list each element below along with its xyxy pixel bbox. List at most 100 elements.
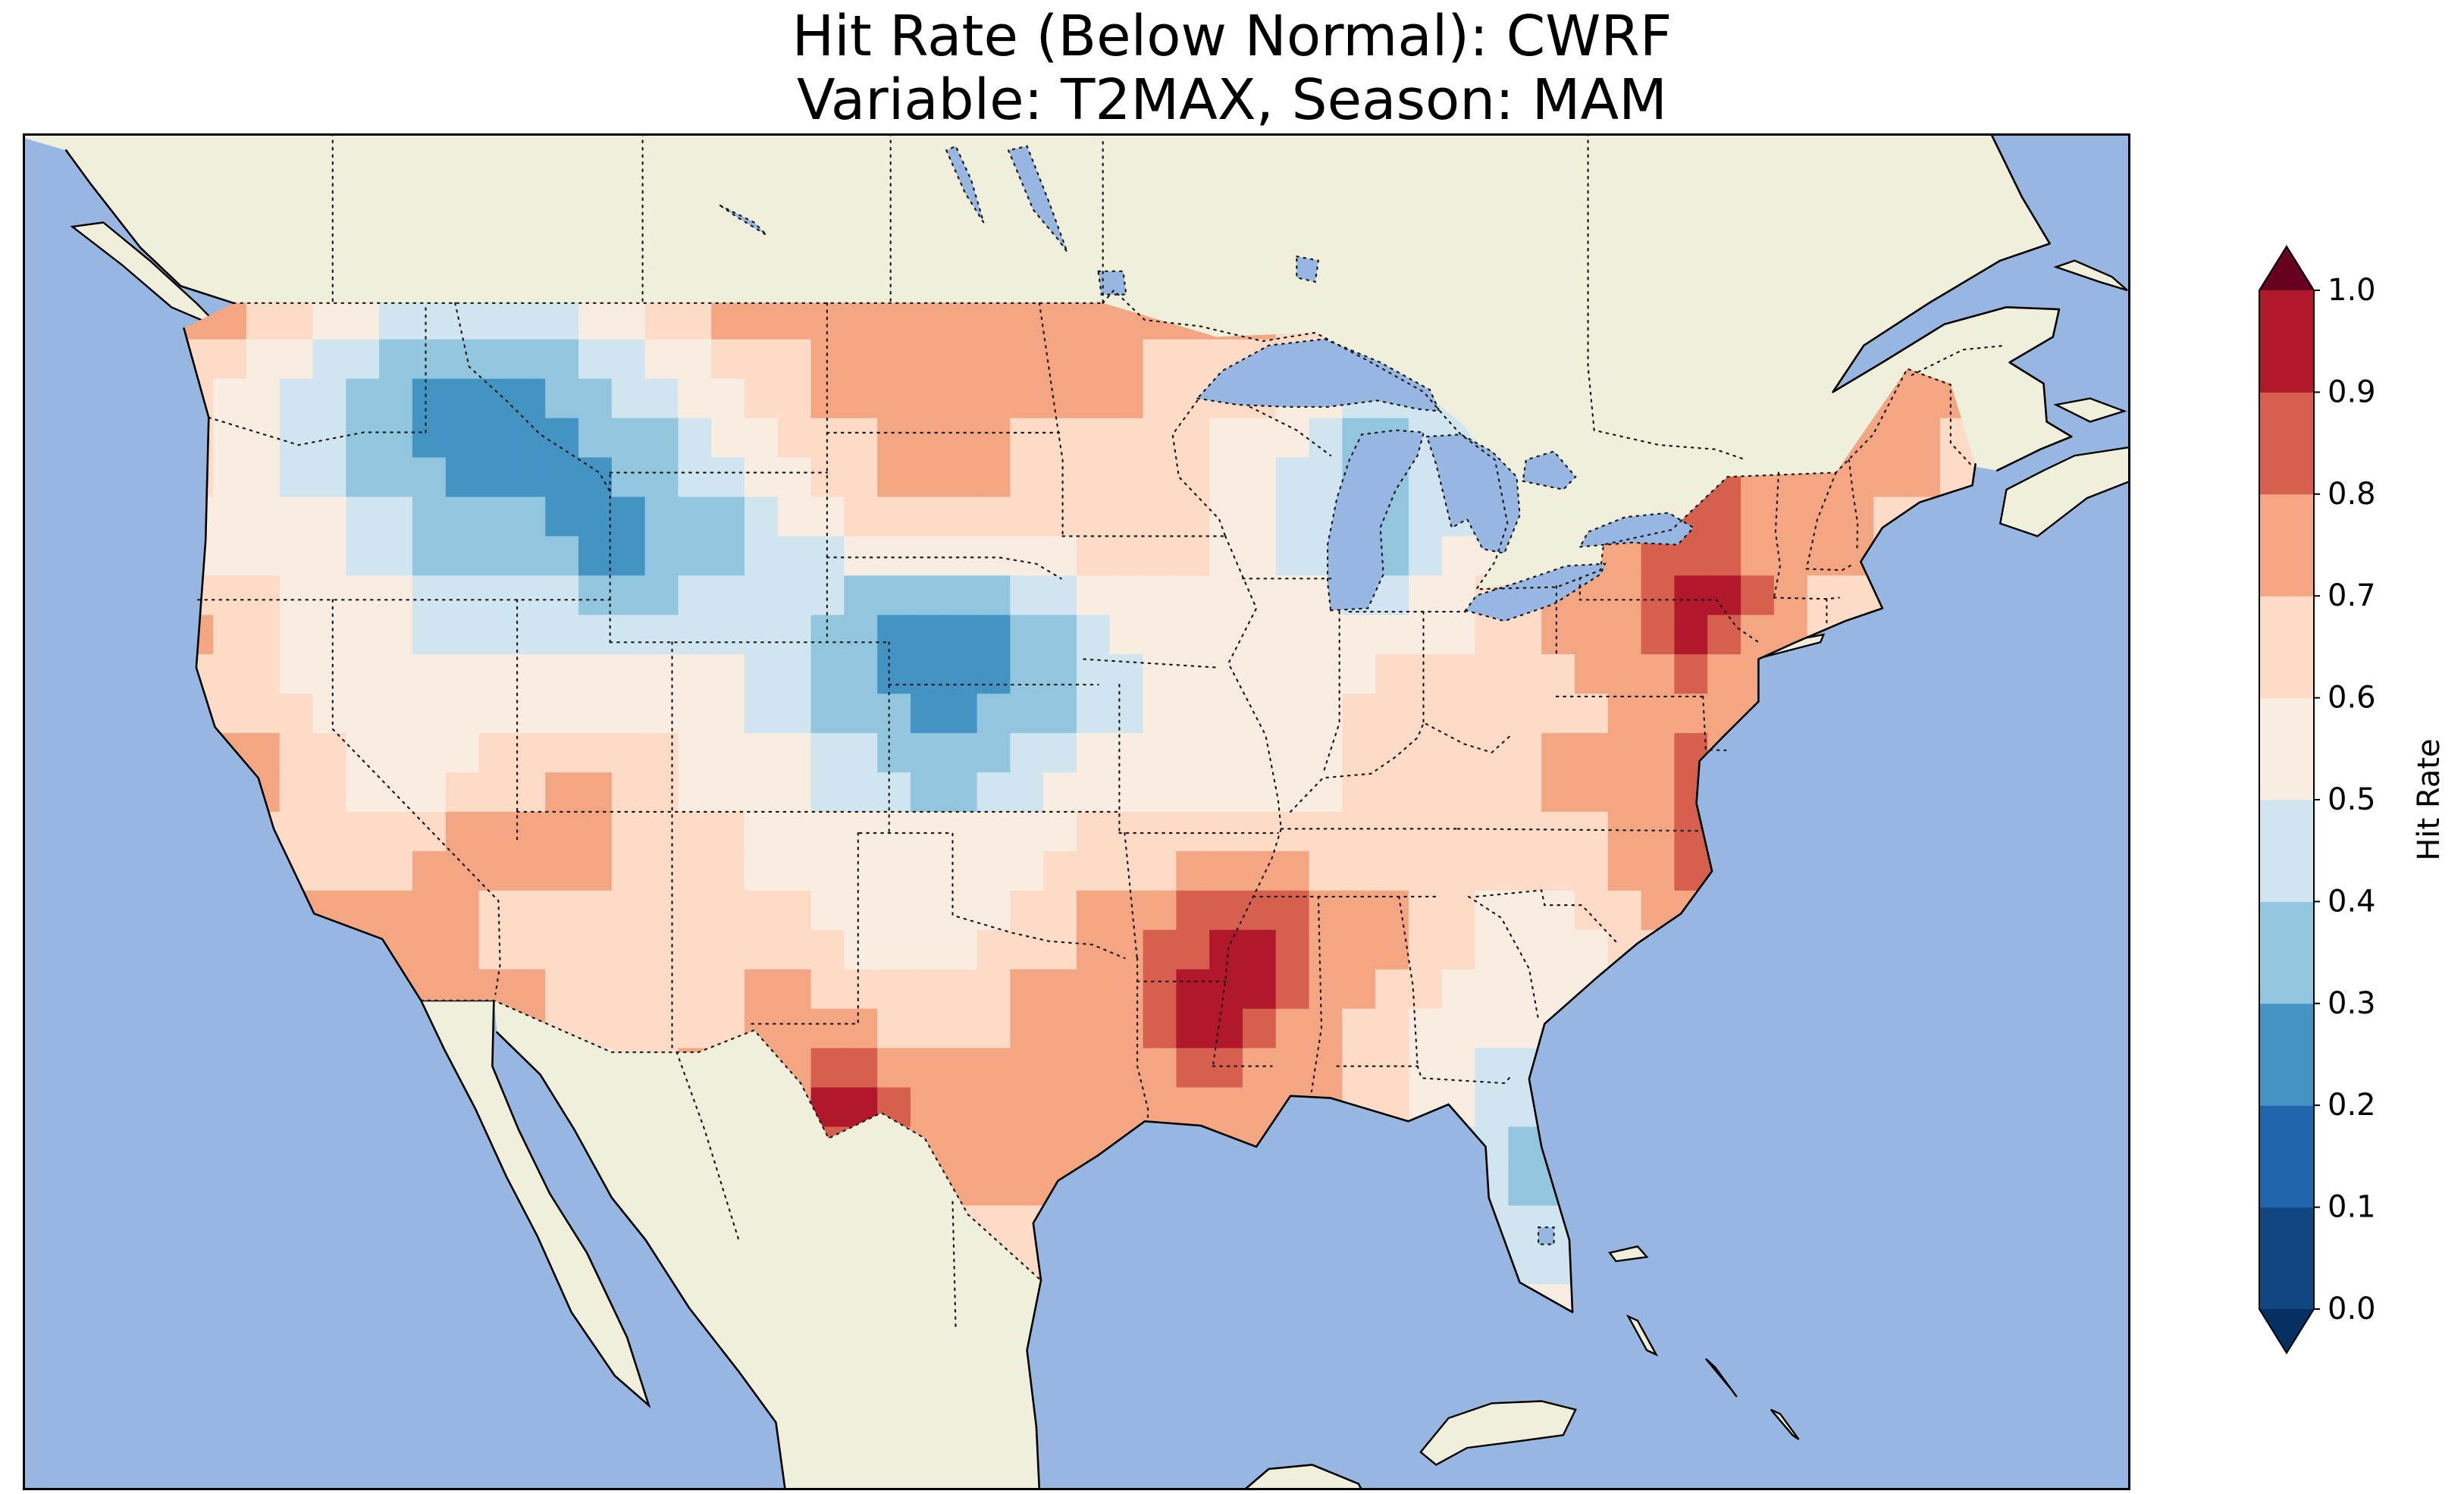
heatmap-cell [977, 850, 1011, 891]
province-border [676, 1051, 740, 1242]
heatmap-cell [977, 378, 1011, 419]
heatmap-cell [1707, 654, 1741, 694]
heatmap-cell [1441, 850, 1476, 891]
heatmap-cell [1109, 733, 1144, 773]
heatmap-cell [1275, 496, 1310, 537]
heatmap-cell [1077, 378, 1111, 419]
heatmap-cell [478, 536, 513, 576]
heatmap-cell [1674, 694, 1708, 734]
heatmap-cell [1342, 733, 1376, 773]
heatmap-cell [1043, 1126, 1077, 1167]
heatmap-cell [1907, 378, 1941, 419]
heatmap-cell [545, 890, 579, 931]
heatmap-cell [1409, 850, 1443, 891]
heatmap-cell [911, 615, 945, 655]
heatmap-cell [911, 575, 945, 615]
heatmap-cell [678, 850, 712, 891]
heatmap-cell [1840, 457, 1874, 498]
state-border [331, 599, 501, 995]
heatmap-cell [512, 457, 546, 498]
heatmap-cell [1508, 1205, 1542, 1245]
heatmap-cell [1409, 812, 1443, 852]
heatmap-cell [412, 457, 447, 498]
heatmap-cell [1475, 812, 1509, 852]
heatmap-cell [745, 969, 779, 1010]
heatmap-cell [943, 575, 978, 615]
heatmap-cell [312, 733, 346, 773]
heatmap-cell [1409, 496, 1443, 537]
heatmap-cell [777, 1008, 812, 1049]
heatmap-cell [1143, 890, 1177, 931]
heatmap-cell [1309, 733, 1343, 773]
heatmap-cell [711, 850, 745, 891]
heatmap-cell [346, 772, 380, 813]
heatmap-cell [1243, 536, 1277, 576]
heatmap-cell [1143, 694, 1177, 734]
heatmap-cell [1010, 850, 1044, 891]
figure-title-line1: Hit Rate (Below Normal): CWRF [792, 4, 1672, 69]
heatmap-cell [1508, 1126, 1542, 1167]
lake [1464, 562, 1607, 622]
heatmap-cell [1077, 1087, 1111, 1128]
heatmap-cell [1641, 812, 1676, 852]
heatmap-cell [777, 654, 812, 694]
heatmap-cell [412, 339, 447, 380]
heatmap-cell [977, 890, 1011, 931]
heatmap-cell [312, 302, 346, 340]
heatmap-cell [1375, 654, 1409, 694]
heatmap-cell [844, 654, 878, 694]
heatmap-cell [1077, 812, 1111, 852]
heatmap-cell [478, 457, 513, 498]
heatmap-cell [445, 929, 480, 970]
heatmap-cell [346, 694, 380, 734]
heatmap-cell [1109, 457, 1144, 498]
heatmap-cell [844, 1048, 878, 1088]
heatmap-cell [412, 890, 447, 931]
heatmap-cell [445, 418, 480, 459]
heatmap-cell [1043, 929, 1077, 970]
heatmap-cell [1275, 457, 1310, 498]
heatmap-cell [1375, 575, 1409, 615]
heatmap-cell [545, 575, 579, 615]
heatmap-cell [1176, 496, 1210, 537]
heatmap-cell [745, 929, 779, 970]
heatmap-cell [1209, 496, 1243, 537]
heatmap-cell [1508, 654, 1542, 694]
heatmap-cell [1441, 969, 1476, 1010]
heatmap-cell [1109, 929, 1144, 970]
heatmap-cell [1243, 812, 1277, 852]
heatmap-cell [1309, 772, 1343, 813]
heatmap-cell [745, 536, 779, 576]
heatmap-cell [1342, 1048, 1376, 1088]
colorbar-tick-label: 0.4 [2328, 884, 2376, 919]
heatmap-cell [810, 969, 845, 1010]
heatmap-cell [379, 850, 413, 891]
heatmap-cell [379, 496, 413, 537]
heatmap-cell [711, 969, 745, 1010]
heatmap-cell [745, 694, 779, 734]
heatmap-cell [745, 302, 779, 340]
colorbar-canvas: 0.0 0.1 0.2 0.3 0.4 0.5 0.6 0.7 0.8 0.9 1.0 Hit Rat… [2259, 245, 2447, 1355]
heatmap-cell [977, 575, 1011, 615]
heatmap-cell [611, 694, 646, 734]
heatmap-cell [711, 496, 745, 537]
heatmap-cell [810, 772, 845, 813]
heatmap-cell [312, 850, 346, 891]
heatmap-cell [478, 418, 513, 459]
province-border [951, 1201, 957, 1330]
heatmap-cell [512, 772, 546, 813]
heatmap-cell [1043, 969, 1077, 1010]
heatmap-cell [379, 339, 413, 380]
coastline-layer [64, 132, 2073, 1492]
heatmap-cell [1508, 694, 1542, 734]
heatmap-cell [512, 536, 546, 576]
heatmap-cell [911, 812, 945, 852]
heatmap-cell [346, 536, 380, 576]
heatmap-cell [1641, 733, 1676, 773]
heatmap-cell [1077, 302, 1111, 340]
heatmap-cell [346, 339, 380, 380]
heatmap-cell [911, 890, 945, 931]
heatmap-cell [445, 733, 480, 773]
heatmap-cell [379, 890, 413, 931]
heatmap-cell [877, 378, 911, 419]
